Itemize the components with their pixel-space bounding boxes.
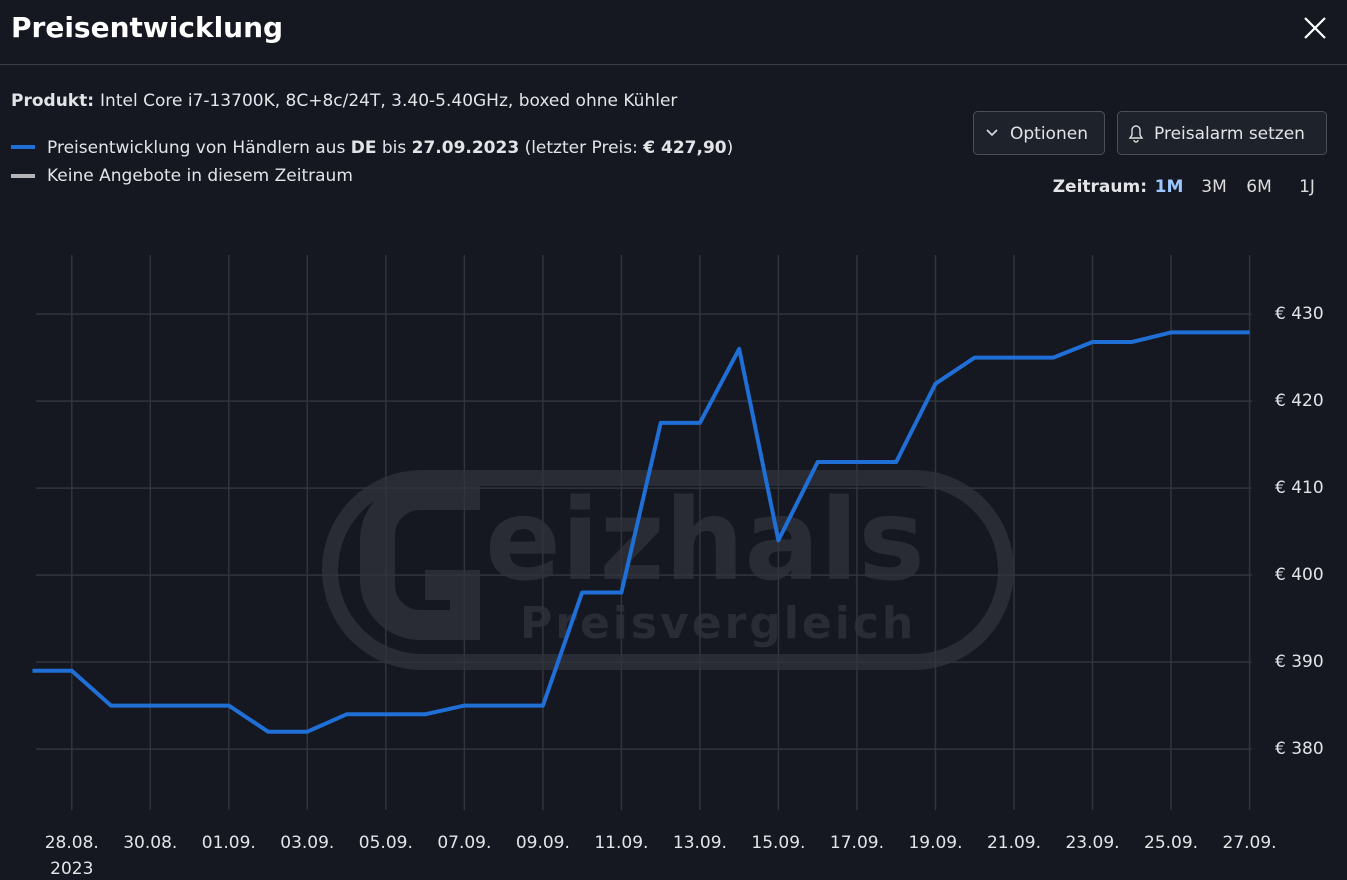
legend-text: (letzter Preis: [519,138,643,158]
close-icon [1304,17,1326,39]
x-tick-label: 30.08. [123,833,177,853]
bell-icon [1128,125,1144,143]
x-year-label: 2023 [50,859,93,879]
legend-swatch [11,145,35,149]
product-line: Produkt: Intel Core i7-13700K, 8C+8c/24T,… [11,91,677,111]
range-option[interactable]: 6M [1246,177,1271,197]
legend-text: 27.09.2023 [412,138,520,158]
x-tick-label: 05.09. [359,833,413,853]
legend-text: ) [727,138,734,158]
x-tick-label: 15.09. [751,833,805,853]
legend-text: € 427,90 [642,138,727,158]
product-name: Intel Core i7-13700K, 8C+8c/24T, 3.40-5.… [100,91,677,111]
button-frame [973,111,1105,155]
x-tick-label: 21.09. [987,833,1041,853]
x-tick-label: 03.09. [280,833,334,853]
range-label: Zeitraum: [1053,177,1147,197]
legend-text: bis [376,138,411,158]
watermark-g [360,480,480,640]
legend-swatch [11,174,35,178]
range-option[interactable]: 3M [1201,177,1226,197]
range-option[interactable]: 1J [1299,177,1315,197]
x-tick-label: 07.09. [437,833,491,853]
x-tick-label: 11.09. [594,833,648,853]
x-tick-label: 09.09. [516,833,570,853]
y-tick-label: € 430 [1275,304,1324,324]
y-tick-label: € 380 [1275,739,1324,759]
y-tick-label: € 410 [1275,478,1324,498]
x-tick-label: 13.09. [673,833,727,853]
watermark: eizhals Preisvergleich [322,470,1014,670]
button-label: Optionen [1010,124,1088,144]
x-tick-label: 28.08. [45,833,99,853]
legend-text: DE [351,138,377,158]
range-option[interactable]: 1M [1155,177,1184,197]
close-button[interactable] [1304,17,1326,39]
legend-label: Preisentwicklung von Händlern aus DE bis… [47,138,733,158]
x-tick-label: 17.09. [830,833,884,853]
button-frame [1117,111,1327,155]
legend-text: Preisentwicklung von Händlern aus [47,138,351,158]
product-label: Produkt: [11,91,94,111]
x-tick-label: 25.09. [1144,833,1198,853]
x-tick-label: 27.09. [1223,833,1277,853]
x-tick-label: 01.09. [202,833,256,853]
y-tick-label: € 420 [1275,391,1324,411]
y-tick-label: € 390 [1275,652,1324,672]
alarm-button[interactable]: Preisalarm setzen [1117,111,1327,155]
options-button[interactable]: Optionen [973,111,1105,155]
legend-label: Keine Angebote in diesem Zeitraum [47,166,353,186]
watermark-tagline: Preisvergleich [520,598,916,649]
button-label: Preisalarm setzen [1154,124,1305,144]
x-tick-label: 19.09. [908,833,962,853]
chevron-icon [986,129,998,137]
dialog-title: Preisentwicklung [11,11,283,44]
price-line [32,330,1250,734]
y-tick-label: € 400 [1275,565,1324,585]
x-tick-label: 23.09. [1065,833,1119,853]
watermark-brand: eizhals [485,476,925,606]
